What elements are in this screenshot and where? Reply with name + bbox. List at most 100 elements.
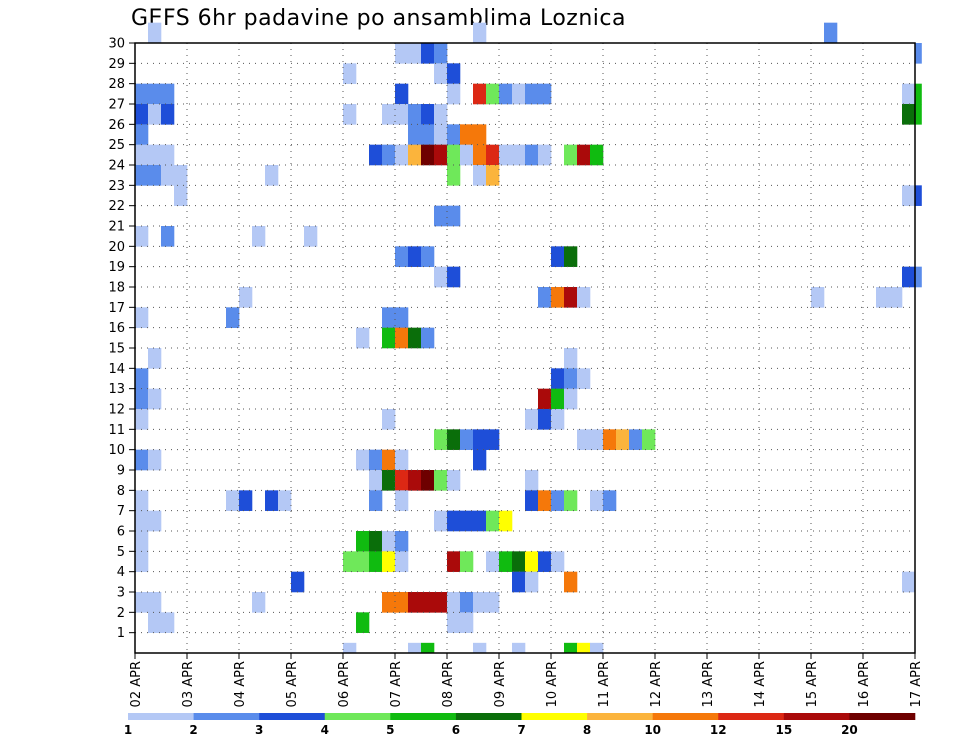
y-tick-label: 4 bbox=[117, 565, 125, 580]
heatmap-cell bbox=[551, 388, 565, 410]
y-tick-label: 19 bbox=[108, 260, 125, 275]
heatmap-cell bbox=[421, 642, 435, 654]
heatmap-cell bbox=[590, 490, 604, 511]
colorbar-tick-label: 2 bbox=[189, 723, 197, 737]
colorbar-swatch bbox=[193, 713, 260, 720]
heatmap-cell bbox=[902, 185, 916, 206]
heatmap-cell bbox=[512, 571, 526, 593]
heatmap-cell bbox=[915, 104, 922, 125]
heatmap-cell bbox=[473, 592, 487, 613]
y-tick-label: 9 bbox=[117, 464, 125, 479]
heatmap-cell bbox=[369, 144, 383, 166]
heatmap-cell bbox=[512, 144, 526, 166]
heatmap-cell bbox=[174, 185, 188, 206]
heatmap-cell bbox=[564, 388, 578, 410]
heatmap-cell bbox=[473, 165, 487, 186]
y-tick-label: 8 bbox=[117, 484, 125, 499]
heatmap-cell bbox=[460, 612, 474, 633]
heatmap-cell bbox=[304, 226, 318, 247]
heatmap-cell bbox=[551, 409, 565, 430]
heatmap-cell bbox=[915, 43, 922, 64]
heatmap-cell bbox=[902, 266, 916, 288]
heatmap-cell bbox=[434, 429, 448, 450]
heatmap-cell bbox=[434, 144, 448, 166]
heatmap-cell bbox=[395, 470, 409, 491]
colorbar-tick-label: 5 bbox=[386, 723, 394, 737]
heatmap-cell bbox=[135, 368, 149, 389]
heatmap-cell bbox=[356, 531, 370, 552]
heatmap-cell bbox=[525, 144, 539, 166]
heatmap-cell bbox=[135, 409, 149, 430]
heatmap-cell bbox=[135, 449, 149, 471]
y-tick-label: 20 bbox=[108, 240, 125, 255]
heatmap-cell bbox=[486, 429, 500, 450]
heatmap-cell bbox=[447, 592, 461, 613]
heatmap-cell bbox=[499, 551, 513, 572]
heatmap-cell bbox=[343, 104, 357, 125]
heatmap-cell bbox=[395, 43, 409, 64]
heatmap-cell bbox=[811, 287, 825, 308]
y-tick-label: 5 bbox=[117, 545, 125, 560]
y-tick-label: 16 bbox=[108, 321, 125, 336]
heatmap-cell bbox=[382, 531, 396, 552]
heatmap-cell bbox=[239, 287, 253, 308]
x-axis-ticks: 02 APR 03 APR 04 APR 05 APR 06 APR 07 APR 08 A… bbox=[129, 653, 924, 707]
x-tick-label: 02 APR bbox=[129, 661, 144, 707]
y-tick-label: 24 bbox=[108, 159, 125, 174]
heatmap-cell bbox=[434, 510, 448, 532]
heatmap-cell bbox=[135, 104, 149, 125]
heatmap-cell bbox=[395, 592, 409, 613]
x-tick-label: 14 APR bbox=[753, 661, 768, 707]
y-tick-label: 6 bbox=[117, 525, 125, 540]
heatmap-cell bbox=[538, 551, 552, 572]
x-tick-label: 06 APR bbox=[337, 661, 352, 707]
heatmap-cell bbox=[148, 144, 162, 166]
heatmap-cell bbox=[226, 307, 240, 328]
y-tick-label: 11 bbox=[108, 423, 125, 438]
heatmap-cell bbox=[382, 104, 396, 125]
heatmap-cell bbox=[538, 409, 552, 430]
heatmap-cell bbox=[889, 287, 903, 308]
heatmap-cell bbox=[525, 83, 539, 105]
heatmap-cell bbox=[135, 490, 149, 511]
heatmap-cell bbox=[148, 83, 162, 105]
heatmap-cell bbox=[135, 165, 149, 186]
heatmap-cell bbox=[616, 429, 630, 450]
heatmap-cell bbox=[408, 104, 422, 125]
heatmap-cell bbox=[564, 287, 578, 308]
heatmap-cell bbox=[356, 327, 370, 349]
heatmap-cell bbox=[902, 104, 916, 125]
heatmap-cells bbox=[135, 22, 922, 654]
colorbar-tick-label: 7 bbox=[517, 723, 525, 737]
heatmap-cell bbox=[434, 104, 448, 125]
heatmap-cell bbox=[577, 144, 591, 166]
heatmap-cell bbox=[239, 490, 253, 511]
heatmap-cell bbox=[148, 592, 162, 613]
heatmap-cell bbox=[915, 185, 922, 206]
colorbar: 1 2 3 4 5 6 7 8 10 12 15 20 bbox=[124, 713, 916, 737]
y-tick-label: 10 bbox=[108, 443, 125, 458]
heatmap-cell bbox=[369, 490, 383, 511]
heatmap-cell bbox=[382, 409, 396, 430]
heatmap-cell bbox=[161, 612, 175, 633]
heatmap-cell bbox=[395, 551, 409, 572]
y-tick-label: 21 bbox=[108, 220, 125, 235]
y-axis-ticks: 1234567891011121314151617181920212223242… bbox=[108, 37, 135, 641]
heatmap-cell bbox=[460, 592, 474, 613]
heatmap-cell bbox=[369, 551, 383, 572]
heatmap-cell bbox=[135, 226, 149, 247]
heatmap-cell bbox=[408, 327, 422, 349]
heatmap-cell bbox=[408, 144, 422, 166]
y-tick-label: 29 bbox=[108, 57, 125, 72]
x-tick-label: 13 APR bbox=[701, 661, 716, 707]
y-tick-label: 25 bbox=[108, 138, 125, 153]
heatmap-cell bbox=[460, 429, 474, 450]
heatmap-cell bbox=[135, 531, 149, 552]
heatmap-cell bbox=[161, 144, 175, 166]
heatmap-cell bbox=[135, 83, 149, 105]
heatmap-cell bbox=[564, 490, 578, 511]
heatmap-cell bbox=[174, 165, 188, 186]
heatmap-cell bbox=[486, 510, 500, 532]
x-tick-label: 17 APR bbox=[909, 661, 924, 707]
colorbar-swatch bbox=[718, 713, 785, 720]
